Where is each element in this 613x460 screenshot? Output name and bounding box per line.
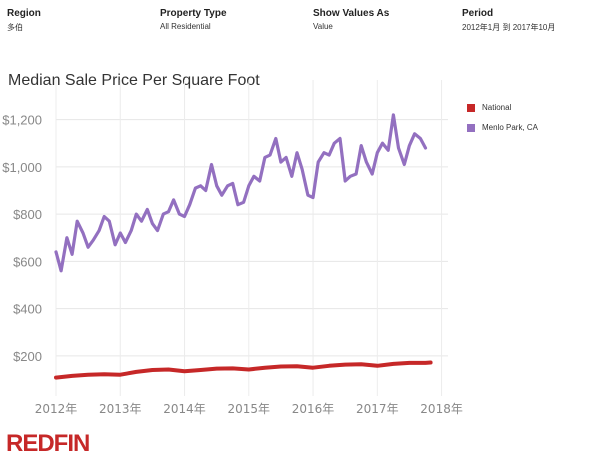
x-tick-label: 2015年 — [228, 402, 271, 416]
filter-bar: Region 多伯 Property Type All Residential … — [0, 8, 613, 38]
x-tick-label: 2014年 — [163, 402, 206, 416]
filter-property-type[interactable]: Property Type All Residential — [160, 8, 227, 31]
series-line-national[interactable] — [54, 360, 433, 380]
x-tick-label: 2018年 — [420, 402, 463, 416]
filter-region[interactable]: Region 多伯 — [7, 8, 41, 33]
filter-property-type-value: All Residential — [160, 22, 211, 31]
filter-show-values-value: Value — [313, 22, 333, 31]
x-axis: 2012年 2013年 2014年 2015年 2016年 2017年 2018年 — [35, 402, 463, 416]
chart-title: Median Sale Price Per Square Foot — [8, 72, 260, 89]
y-tick-label: $1,200 — [2, 113, 42, 128]
x-tick-label: 2012年 — [35, 402, 78, 416]
legend-swatch-national — [467, 103, 475, 112]
legend-label-national: National — [482, 103, 512, 112]
y-tick-label: $600 — [13, 254, 42, 269]
series-lines — [54, 113, 433, 380]
legend-label-menlo-park: Menlo Park, CA — [482, 123, 539, 132]
filter-show-values-label: Show Values As — [313, 8, 390, 19]
legend-item-menlo-park[interactable]: Menlo Park, CA — [467, 121, 538, 134]
x-tick-label: 2013年 — [99, 402, 142, 416]
filter-show-values[interactable]: Show Values As Value — [313, 8, 389, 31]
y-tick-label: $800 — [13, 207, 42, 222]
chart-plot: $200$400$600$800$1,000$1,200 2012年 2013年 2… — [2, 80, 463, 416]
y-axis: $200 $400 $600 $800 $1,000 $1,200 — [2, 113, 42, 364]
legend: National Menlo Park, CA — [467, 101, 538, 141]
filter-period-label: Period — [462, 8, 494, 19]
series-line-menlo-park-ca[interactable] — [54, 113, 428, 273]
legend-item-national[interactable]: National — [467, 101, 538, 114]
y-tick-label: $200 — [13, 349, 42, 364]
x-tick-label: 2017年 — [356, 402, 399, 416]
filter-period[interactable]: Period 2012年1月 到 2017年10月 — [462, 8, 555, 33]
y-tick-label: $1,000 — [2, 160, 42, 175]
filter-region-value: 多伯 — [7, 23, 23, 32]
y-tick-label: $400 — [13, 302, 42, 317]
filter-region-label: Region — [7, 8, 41, 19]
redfin-logo: REDFIN — [6, 430, 90, 457]
legend-swatch-menlo-park — [467, 123, 475, 132]
x-tick-label: 2016年 — [292, 402, 335, 416]
filter-property-type-label: Property Type — [160, 8, 227, 19]
gridlines — [55, 80, 448, 396]
filter-period-value: 2012年1月 到 2017年10月 — [462, 23, 556, 32]
